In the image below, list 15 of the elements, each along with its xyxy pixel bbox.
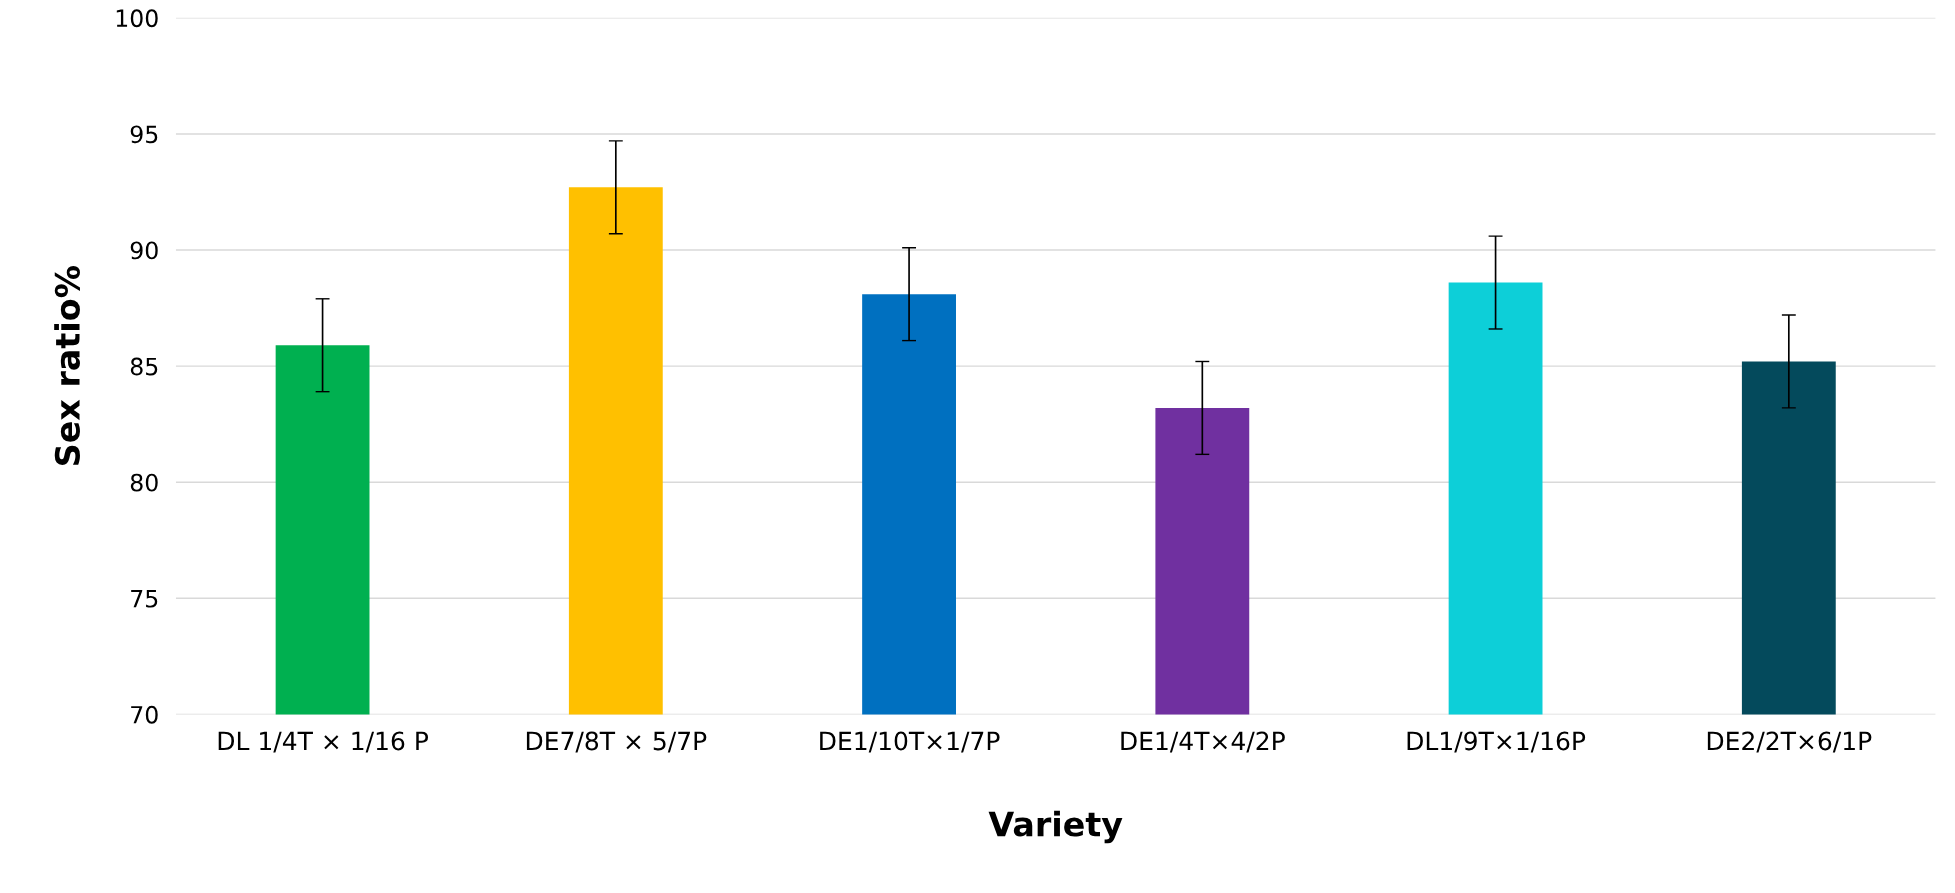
- x-tick-label: DE1/4T×4/2P: [1121, 731, 1285, 753]
- x-tick-label: DE7/8T × 5/7P: [526, 731, 707, 753]
- y-tick-label: 70: [131, 705, 158, 724]
- y-tick-label: 90: [130, 241, 158, 260]
- y-tick-label: 80: [130, 473, 158, 492]
- x-tick-label: DE2/2T×6/1P: [1707, 731, 1872, 753]
- y-tick-label: 75: [131, 590, 158, 608]
- y-tick-label: 95: [130, 125, 158, 144]
- x-tick-label: DL 1/4T × 1/16 P: [218, 731, 429, 753]
- y-tick-label: 100: [116, 9, 158, 28]
- y-axis-title: Sex ratio%: [54, 266, 80, 465]
- x-tick-label: DL1/9T×1/16P: [1407, 731, 1586, 753]
- y-tick-label: 85: [130, 357, 158, 376]
- x-tick-label: DE1/10T×1/7P: [820, 731, 1000, 753]
- x-axis-title: Variety: [988, 810, 1123, 844]
